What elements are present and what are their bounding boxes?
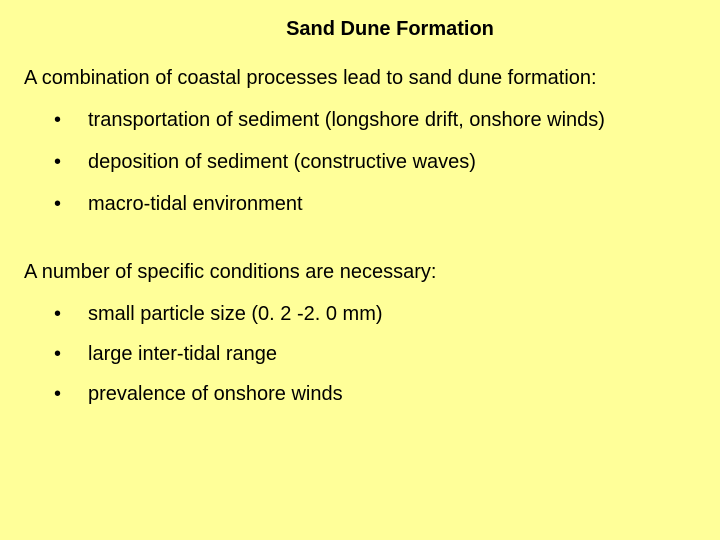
section2: A number of specific conditions are nece…	[24, 259, 696, 407]
bullet-text: large inter-tidal range	[88, 341, 696, 367]
list-item: • prevalence of onshore winds	[48, 381, 696, 407]
bullet-icon: •	[48, 191, 88, 217]
list-item: • large inter-tidal range	[48, 341, 696, 367]
list-item: • small particle size (0. 2 -2. 0 mm)	[48, 301, 696, 327]
bullet-text: macro-tidal environment	[88, 191, 696, 217]
section1-intro: A combination of coastal processes lead …	[24, 65, 696, 91]
bullet-text: small particle size (0. 2 -2. 0 mm)	[88, 301, 696, 327]
bullet-icon: •	[48, 107, 88, 133]
bullet-text: deposition of sediment (constructive wav…	[88, 149, 696, 175]
section1-bullets: • transportation of sediment (longshore …	[24, 107, 696, 217]
bullet-icon: •	[48, 149, 88, 175]
list-item: • macro-tidal environment	[48, 191, 696, 217]
bullet-icon: •	[48, 341, 88, 367]
list-item: • deposition of sediment (constructive w…	[48, 149, 696, 175]
bullet-icon: •	[48, 381, 88, 407]
bullet-icon: •	[48, 301, 88, 327]
section2-intro: A number of specific conditions are nece…	[24, 259, 696, 285]
slide-container: Sand Dune Formation A combination of coa…	[0, 0, 720, 540]
slide-title: Sand Dune Formation	[84, 18, 696, 41]
bullet-text: transportation of sediment (longshore dr…	[88, 107, 696, 133]
list-item: • transportation of sediment (longshore …	[48, 107, 696, 133]
bullet-text: prevalence of onshore winds	[88, 381, 696, 407]
section2-bullets: • small particle size (0. 2 -2. 0 mm) • …	[24, 301, 696, 407]
